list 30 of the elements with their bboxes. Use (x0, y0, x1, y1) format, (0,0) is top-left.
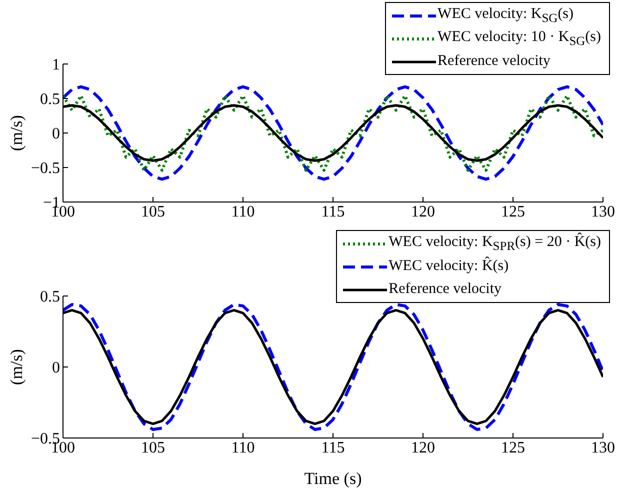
x-tick-label: 105 (141, 439, 165, 456)
y-tick-label: 0.5 (40, 288, 60, 306)
x-tick-label: 110 (231, 203, 255, 220)
x-tick-label: 130 (591, 439, 615, 456)
x-tick-label: 110 (231, 439, 255, 456)
line-series (63, 85, 603, 181)
x-tick-label: 130 (591, 203, 615, 220)
line-series (63, 94, 603, 172)
x-tick-label: 115 (321, 203, 345, 220)
x-axis-title: Time (s) (304, 469, 362, 488)
legend-label: Reference velocity (438, 53, 550, 70)
x-tick-label: 125 (501, 439, 525, 456)
x-tick-label: 100 (51, 203, 75, 220)
y-tick-label: 0 (52, 360, 60, 377)
legend-label: WEC velocity: K̂(s) (388, 258, 509, 275)
x-tick-label: 115 (321, 439, 345, 456)
legend-label: WEC velocity: K$_{SPR}$(s) = 20 · K̂(s) (388, 234, 601, 254)
y-tick-label: −0.5 (30, 160, 60, 178)
y-tick-label: 1 (52, 56, 60, 74)
y-axis-title: (m/s) (7, 115, 26, 151)
x-tick-label: 105 (141, 203, 165, 220)
x-tick-label: 120 (411, 439, 435, 456)
legend-label: WEC velocity: 10 · K$_{SG}$(s) (438, 28, 601, 48)
legend-label: Reference velocity (388, 281, 502, 298)
legend-label: WEC velocity: K$_{SG}$(s) (438, 6, 574, 26)
y-tick-label: 0 (52, 126, 60, 143)
y-tick-label: 0.5 (40, 91, 60, 108)
x-tick-label: 120 (411, 203, 435, 220)
y-axis-title: (m/s) (7, 349, 26, 385)
x-tick-label: 125 (501, 203, 525, 220)
